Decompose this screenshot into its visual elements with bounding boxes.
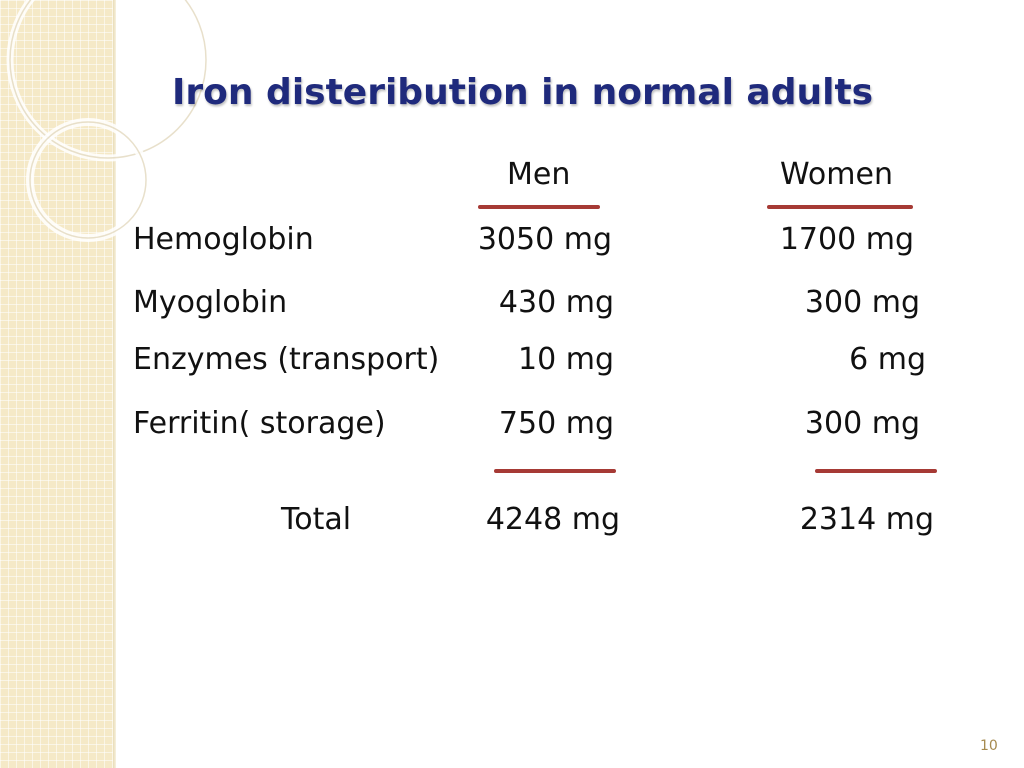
row-label-myoglobin: Myoglobin (133, 285, 288, 320)
row-label-ferritin: Ferritin( storage) (133, 406, 386, 441)
men-total-rule (494, 469, 616, 473)
men-value-ferritin: 750 mg (498, 406, 614, 441)
total-label: Total (281, 502, 352, 537)
women-header-underline (767, 205, 913, 209)
column-header-women: Women (780, 157, 893, 192)
side-strip-edge (113, 0, 116, 768)
women-value-ferritin: 300 mg (804, 406, 920, 441)
men-value-enzymes: 10 mg (518, 342, 614, 377)
men-total-value: 4248 mg (485, 502, 620, 537)
women-value-myoglobin: 300 mg (804, 285, 920, 320)
decorative-ring-small-outline (29, 121, 147, 239)
slide-title: Iron disteribution in normal adults (172, 72, 874, 113)
men-header-underline (478, 205, 600, 209)
decorative-rings (6, 0, 210, 242)
women-total-rule (815, 469, 937, 473)
decorative-ring-large-outline (9, 0, 207, 159)
women-value-enzymes: 6 mg (849, 342, 926, 377)
women-total-value: 2314 mg (799, 502, 934, 537)
row-label-hemoglobin: Hemoglobin (133, 222, 314, 257)
column-header-men: Men (507, 157, 571, 192)
row-label-enzymes: Enzymes (transport) (133, 342, 440, 377)
slide-page-number: 10 (980, 738, 998, 754)
men-value-myoglobin: 430 mg (498, 285, 614, 320)
men-value-hemoglobin: 3050 mg (477, 222, 612, 257)
women-value-hemoglobin: 1700 mg (779, 222, 914, 257)
